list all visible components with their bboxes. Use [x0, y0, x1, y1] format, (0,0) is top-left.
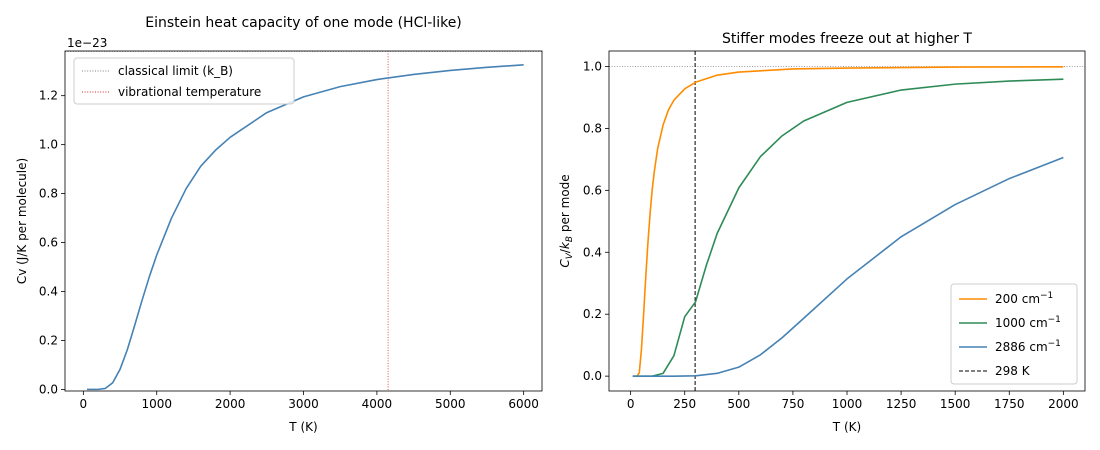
x-axis-label: T (K) — [288, 420, 317, 434]
legend-label: 298 K — [995, 364, 1031, 378]
legend-box — [950, 283, 1078, 385]
legend-label: vibrational temperature — [118, 85, 261, 99]
chart-panel-1: 0 1000 2000 3000 4000 5000 6000 0.0 0.2 0.4 0.6 0.8… — [15, 15, 543, 434]
chart-title: Einstein heat capacity of one mode (HCl-… — [145, 15, 462, 31]
legend-box — [73, 57, 295, 105]
legend-label: 2886 cm−1 — [995, 339, 1061, 354]
y-tick-label: 0.2 — [39, 333, 58, 347]
y-tick-label: 1.0 — [583, 59, 602, 73]
series-line-1 — [632, 65, 1064, 377]
series-line-3 — [632, 156, 1064, 377]
x-tick-label: 1500 — [940, 397, 971, 411]
chart-title: Stiffer modes freeze out at higher T — [722, 31, 972, 47]
y-tick-label: 0.0 — [583, 369, 602, 383]
x-tick-label: 1000 — [141, 397, 172, 411]
y-tick-label: 0.8 — [583, 121, 602, 135]
x-tick-label: 1250 — [886, 397, 917, 411]
y-axis-label: CV/kB per mode — [558, 174, 575, 267]
x-tick-label: 750 — [781, 397, 804, 411]
chart-panel-2: 0 250 500 750 1000 1250 1500 1750 2000 0.0 0.2 0.4 0… — [558, 31, 1086, 434]
y-tick-label: 0.6 — [39, 236, 58, 250]
legend-label: 1000 cm−1 — [995, 315, 1061, 330]
x-tick-label: 500 — [727, 397, 750, 411]
y-tick-label: 1.0 — [39, 138, 58, 152]
legend: classical limit (k_B) vibrational tempera… — [73, 57, 295, 105]
legend-label: classical limit (k_B) — [118, 64, 233, 78]
y-tick-label: 0.0 — [39, 382, 58, 396]
x-tick-label: 5000 — [435, 397, 466, 411]
y-offset-label: 1e−23 — [67, 36, 107, 50]
series-line-1 — [87, 64, 524, 391]
y-tick-label: 0.6 — [583, 183, 602, 197]
x-axis-label: T (K) — [832, 420, 861, 434]
series-line-2 — [632, 78, 1064, 377]
x-tick-label: 4000 — [362, 397, 393, 411]
x-tick-label: 2000 — [1048, 397, 1079, 411]
y-tick-label: 0.4 — [39, 284, 58, 298]
x-tick-label: 0 — [80, 397, 88, 411]
y-tick-label: 0.4 — [583, 245, 602, 259]
x-tick-label: 0 — [627, 397, 635, 411]
y-tick-label: 0.2 — [583, 307, 602, 321]
y-tick-label: 0.8 — [39, 187, 58, 201]
legend-label: 200 cm−1 — [995, 291, 1053, 306]
x-tick-label: 6000 — [508, 397, 539, 411]
x-tick-label: 2000 — [215, 397, 246, 411]
x-tick-label: 1000 — [832, 397, 863, 411]
y-axis-label: Cv (J/K per molecule) — [15, 158, 29, 284]
legend: 200 cm−1 1000 cm−1 2886 cm−1 298 K — [950, 283, 1078, 385]
y-tick-label: 1.2 — [39, 89, 58, 103]
x-tick-label: 250 — [673, 397, 696, 411]
x-tick-label: 1750 — [994, 397, 1025, 411]
x-tick-label: 3000 — [288, 397, 319, 411]
